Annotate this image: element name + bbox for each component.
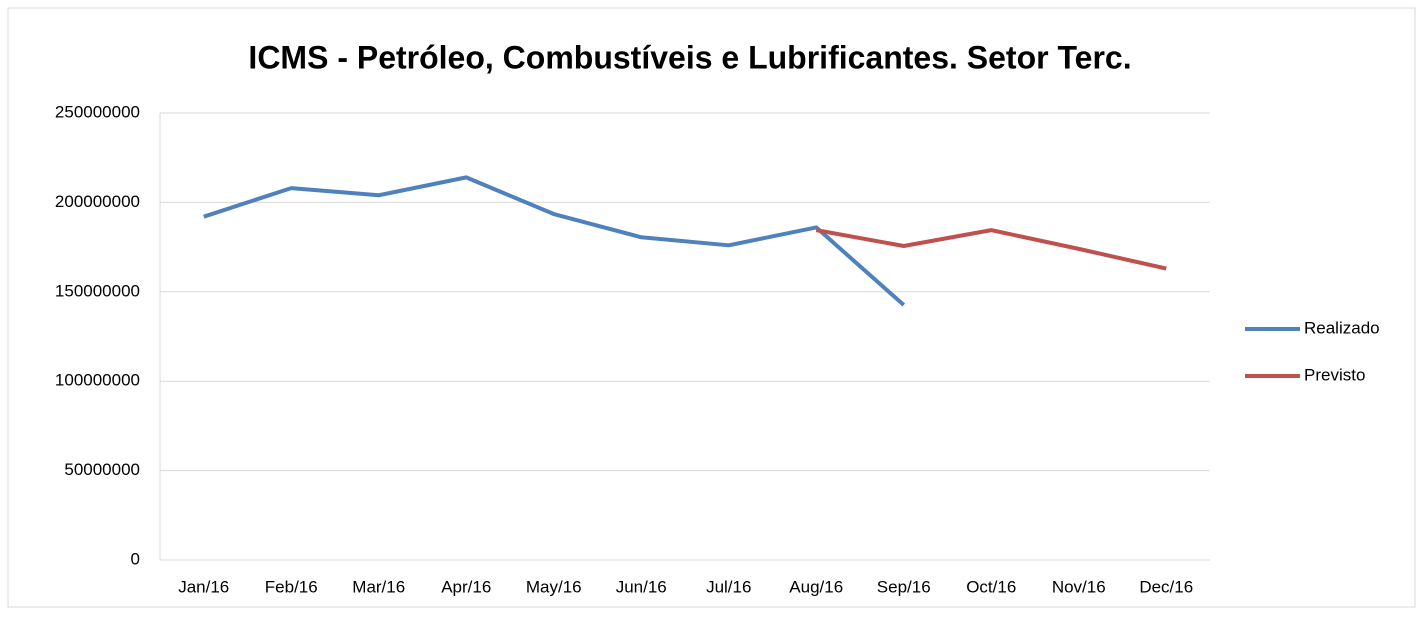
x-tick-label: Jun/16 [616, 577, 667, 596]
x-tick-label: Feb/16 [265, 577, 318, 596]
x-tick-label: Oct/16 [966, 577, 1016, 596]
x-tick-label: Sep/16 [877, 577, 931, 596]
x-tick-label: Dec/16 [1139, 577, 1193, 596]
x-tick-label: Mar/16 [352, 577, 405, 596]
y-tick-label: 150000000 [55, 281, 140, 300]
y-tick-label: 100000000 [55, 371, 140, 390]
y-tick-label: 250000000 [55, 102, 140, 121]
y-tick-label: 0 [131, 549, 140, 568]
y-tick-label: 50000000 [64, 460, 140, 479]
chart-title: ICMS - Petróleo, Combustíveis e Lubrific… [248, 39, 1131, 75]
chart-border [7, 7, 1416, 608]
x-tick-label: Jan/16 [178, 577, 229, 596]
series-line [203, 175, 906, 307]
legend-label: Realizado [1304, 318, 1380, 337]
series-line [815, 228, 1167, 271]
x-tick-label: Apr/16 [441, 577, 491, 596]
x-tick-label: Jul/16 [706, 577, 751, 596]
x-tick-label: Nov/16 [1052, 577, 1106, 596]
y-tick-label: 200000000 [55, 192, 140, 211]
x-tick-label: May/16 [526, 577, 582, 596]
x-tick-label: Aug/16 [789, 577, 843, 596]
legend-label: Previsto [1304, 365, 1365, 384]
